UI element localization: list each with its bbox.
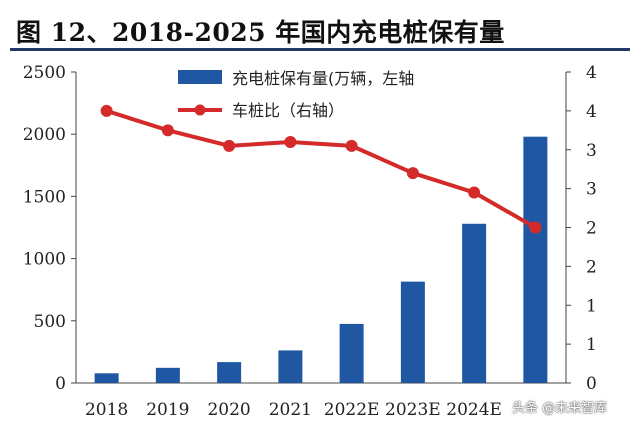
bar-2025E xyxy=(523,136,548,383)
ratio-point-2022E xyxy=(345,139,358,152)
car-charger-ratio-line xyxy=(106,108,537,230)
ratio-point-2025E xyxy=(529,221,542,234)
x-tick-label: 2018 xyxy=(85,400,128,420)
watermark: 头条 @未来智库 xyxy=(512,401,608,416)
bar-2019 xyxy=(155,367,180,383)
x-tick-label: 2019 xyxy=(146,400,189,420)
bar-2023E xyxy=(400,281,425,383)
legend-bar-label: 充电桩保有量(万辆，左轴 xyxy=(232,69,414,88)
x-tick-label: 2023E xyxy=(385,400,441,420)
left-tick-label: 1500 xyxy=(23,187,66,207)
right-tick-label: 4 xyxy=(586,63,597,83)
ratio-point-2021 xyxy=(284,135,297,148)
right-tick-label: 2 xyxy=(586,257,597,277)
right-tick-label: 0 xyxy=(586,374,597,394)
chart-title: 图 12、2018-2025 年国内充电桩保有量 xyxy=(16,18,505,47)
right-tick-label: 3 xyxy=(586,180,597,200)
bar-2018 xyxy=(94,373,119,383)
ratio-point-2019 xyxy=(161,124,174,137)
bar-2024E xyxy=(462,223,487,383)
left-tick-label: 2000 xyxy=(23,125,66,145)
x-tick-label: 2020 xyxy=(207,400,250,420)
right-tick-label: 4 xyxy=(586,102,597,122)
right-tick-label: 1 xyxy=(586,296,597,316)
ratio-point-2020 xyxy=(223,139,236,152)
right-tick-label: 2 xyxy=(586,219,597,239)
right-tick-label: 3 xyxy=(586,141,597,161)
ratio-point-2023E xyxy=(406,167,419,180)
bar-2020 xyxy=(217,362,242,383)
left-tick-label: 2500 xyxy=(23,63,66,83)
x-tick-label: 2022E xyxy=(324,400,380,420)
left-tick-label: 0 xyxy=(55,374,66,394)
ratio-point-2024E xyxy=(468,186,481,199)
chart-title-bar: 图 12、2018-2025 年国内充电桩保有量 xyxy=(10,6,630,51)
bar-2021 xyxy=(278,350,303,383)
left-tick-label: 1000 xyxy=(23,250,66,270)
x-tick-label: 2024E xyxy=(446,400,502,420)
bar-2022E xyxy=(339,323,364,383)
x-tick-label: 2021 xyxy=(269,400,312,420)
legend-line-marker xyxy=(194,104,206,116)
legend-line-label: 车桩比（右轴） xyxy=(232,101,344,120)
right-tick-label: 1 xyxy=(586,335,597,355)
left-tick-label: 500 xyxy=(34,312,66,332)
ratio-point-2018 xyxy=(100,104,113,117)
legend-bar-swatch xyxy=(178,70,222,84)
title-underline xyxy=(10,48,630,51)
